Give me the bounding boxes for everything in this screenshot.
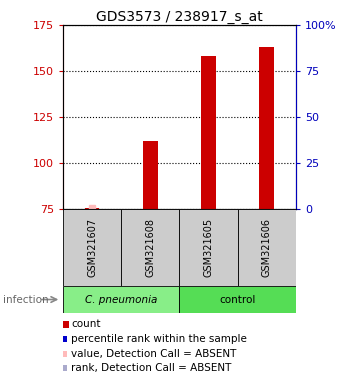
Bar	[238, 209, 296, 286]
Bar	[63, 286, 180, 313]
Text: GSM321606: GSM321606	[262, 218, 272, 277]
Text: infection: infection	[3, 295, 49, 305]
Text: percentile rank within the sample: percentile rank within the sample	[71, 334, 247, 344]
Text: GSM321605: GSM321605	[203, 218, 214, 277]
Bar	[180, 209, 238, 286]
Title: GDS3573 / 238917_s_at: GDS3573 / 238917_s_at	[96, 10, 263, 24]
Text: GSM321608: GSM321608	[145, 218, 155, 277]
Text: C. pneumonia: C. pneumonia	[85, 295, 157, 305]
Text: control: control	[219, 295, 256, 305]
Text: value, Detection Call = ABSENT: value, Detection Call = ABSENT	[71, 349, 236, 359]
Text: GSM321607: GSM321607	[87, 218, 97, 277]
Bar	[201, 56, 216, 209]
Bar	[121, 209, 180, 286]
Bar	[180, 286, 296, 313]
Text: rank, Detection Call = ABSENT: rank, Detection Call = ABSENT	[71, 363, 232, 373]
Bar	[63, 209, 121, 286]
Text: count: count	[71, 319, 101, 329]
Bar	[143, 141, 157, 209]
Bar	[259, 47, 274, 209]
